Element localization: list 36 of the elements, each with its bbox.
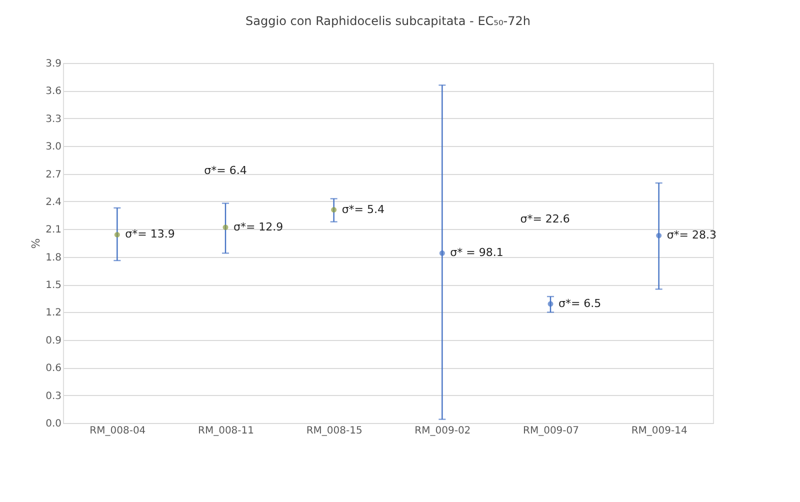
point <box>222 224 228 230</box>
y-tick-label: 0.0 <box>46 418 62 430</box>
annotation: σ*= 6.5 <box>558 296 602 310</box>
point <box>114 232 120 238</box>
annotation: σ*= 13.9 <box>125 228 175 241</box>
y-tick-label: 3.6 <box>46 86 62 98</box>
y-tick-label: 3.3 <box>46 114 62 125</box>
y-tick-label: 2.7 <box>46 169 62 180</box>
point <box>439 250 445 256</box>
y-axis-title: % <box>30 238 43 249</box>
point <box>548 301 554 307</box>
y-tick-label: 1.5 <box>46 280 62 292</box>
y-tick-label: 1.8 <box>46 252 62 264</box>
y-tick-label: 2.4 <box>46 196 62 208</box>
y-tick-label: 1.2 <box>46 308 62 319</box>
x-tick-label: RM_008-04 <box>90 426 146 436</box>
x-tick-label: RM_009-14 <box>631 426 688 436</box>
annotation: σ*= 22.6 <box>520 212 570 226</box>
y-tick-label: 3.9 <box>46 58 62 70</box>
x-tick-label: RM_008-15 <box>306 426 362 436</box>
annotation: σ*= 12.9 <box>234 220 284 234</box>
y-tick-label: 0.9 <box>46 335 62 346</box>
x-tick-label: RM_008-11 <box>198 426 254 436</box>
chart-title: Saggio con Raphidocelis subcapitata - EC₅₀-72h <box>246 14 530 28</box>
annotation: σ*= 28.3 <box>666 228 717 242</box>
point <box>331 207 337 213</box>
annotation: σ*= 5.4 <box>342 202 385 216</box>
point <box>656 232 662 238</box>
x-tick-label: RM_009-02 <box>414 426 471 436</box>
x-tick-label: RM_009-07 <box>523 426 579 436</box>
y-tick-label: 0.6 <box>46 363 62 374</box>
annotation: σ* = 98.1 <box>450 246 504 260</box>
y-tick-label: 2.1 <box>46 224 62 236</box>
y-tick-label: 3.0 <box>46 142 62 153</box>
y-tick-label: 0.3 <box>46 390 62 402</box>
annotation: σ*= 6.4 <box>204 164 247 177</box>
